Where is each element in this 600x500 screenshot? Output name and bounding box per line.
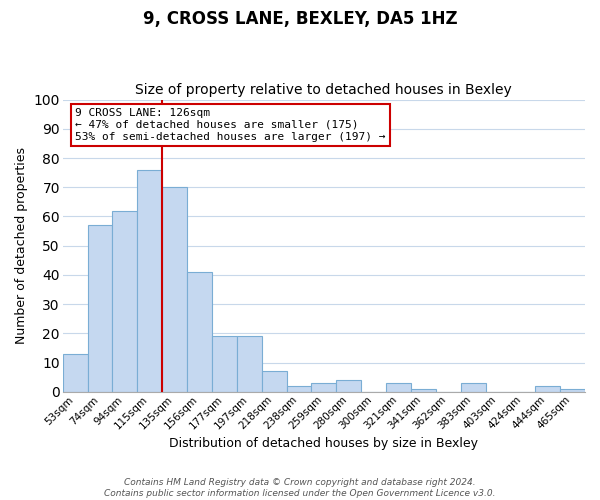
Bar <box>535 386 560 392</box>
Bar <box>112 210 137 392</box>
Bar <box>411 389 436 392</box>
Bar <box>386 383 411 392</box>
Bar <box>560 389 585 392</box>
Bar <box>162 187 187 392</box>
Bar <box>63 354 88 392</box>
Bar <box>461 383 485 392</box>
Bar <box>336 380 361 392</box>
Bar <box>262 372 287 392</box>
Text: Contains HM Land Registry data © Crown copyright and database right 2024.
Contai: Contains HM Land Registry data © Crown c… <box>104 478 496 498</box>
Bar <box>88 225 112 392</box>
Bar <box>237 336 262 392</box>
Title: Size of property relative to detached houses in Bexley: Size of property relative to detached ho… <box>136 83 512 97</box>
Bar <box>311 383 336 392</box>
Bar <box>137 170 162 392</box>
Bar <box>187 272 212 392</box>
Text: 9, CROSS LANE, BEXLEY, DA5 1HZ: 9, CROSS LANE, BEXLEY, DA5 1HZ <box>143 10 457 28</box>
Bar <box>287 386 311 392</box>
Text: 9 CROSS LANE: 126sqm
← 47% of detached houses are smaller (175)
53% of semi-deta: 9 CROSS LANE: 126sqm ← 47% of detached h… <box>75 108 386 142</box>
Bar <box>212 336 237 392</box>
Y-axis label: Number of detached properties: Number of detached properties <box>15 147 28 344</box>
X-axis label: Distribution of detached houses by size in Bexley: Distribution of detached houses by size … <box>169 437 478 450</box>
